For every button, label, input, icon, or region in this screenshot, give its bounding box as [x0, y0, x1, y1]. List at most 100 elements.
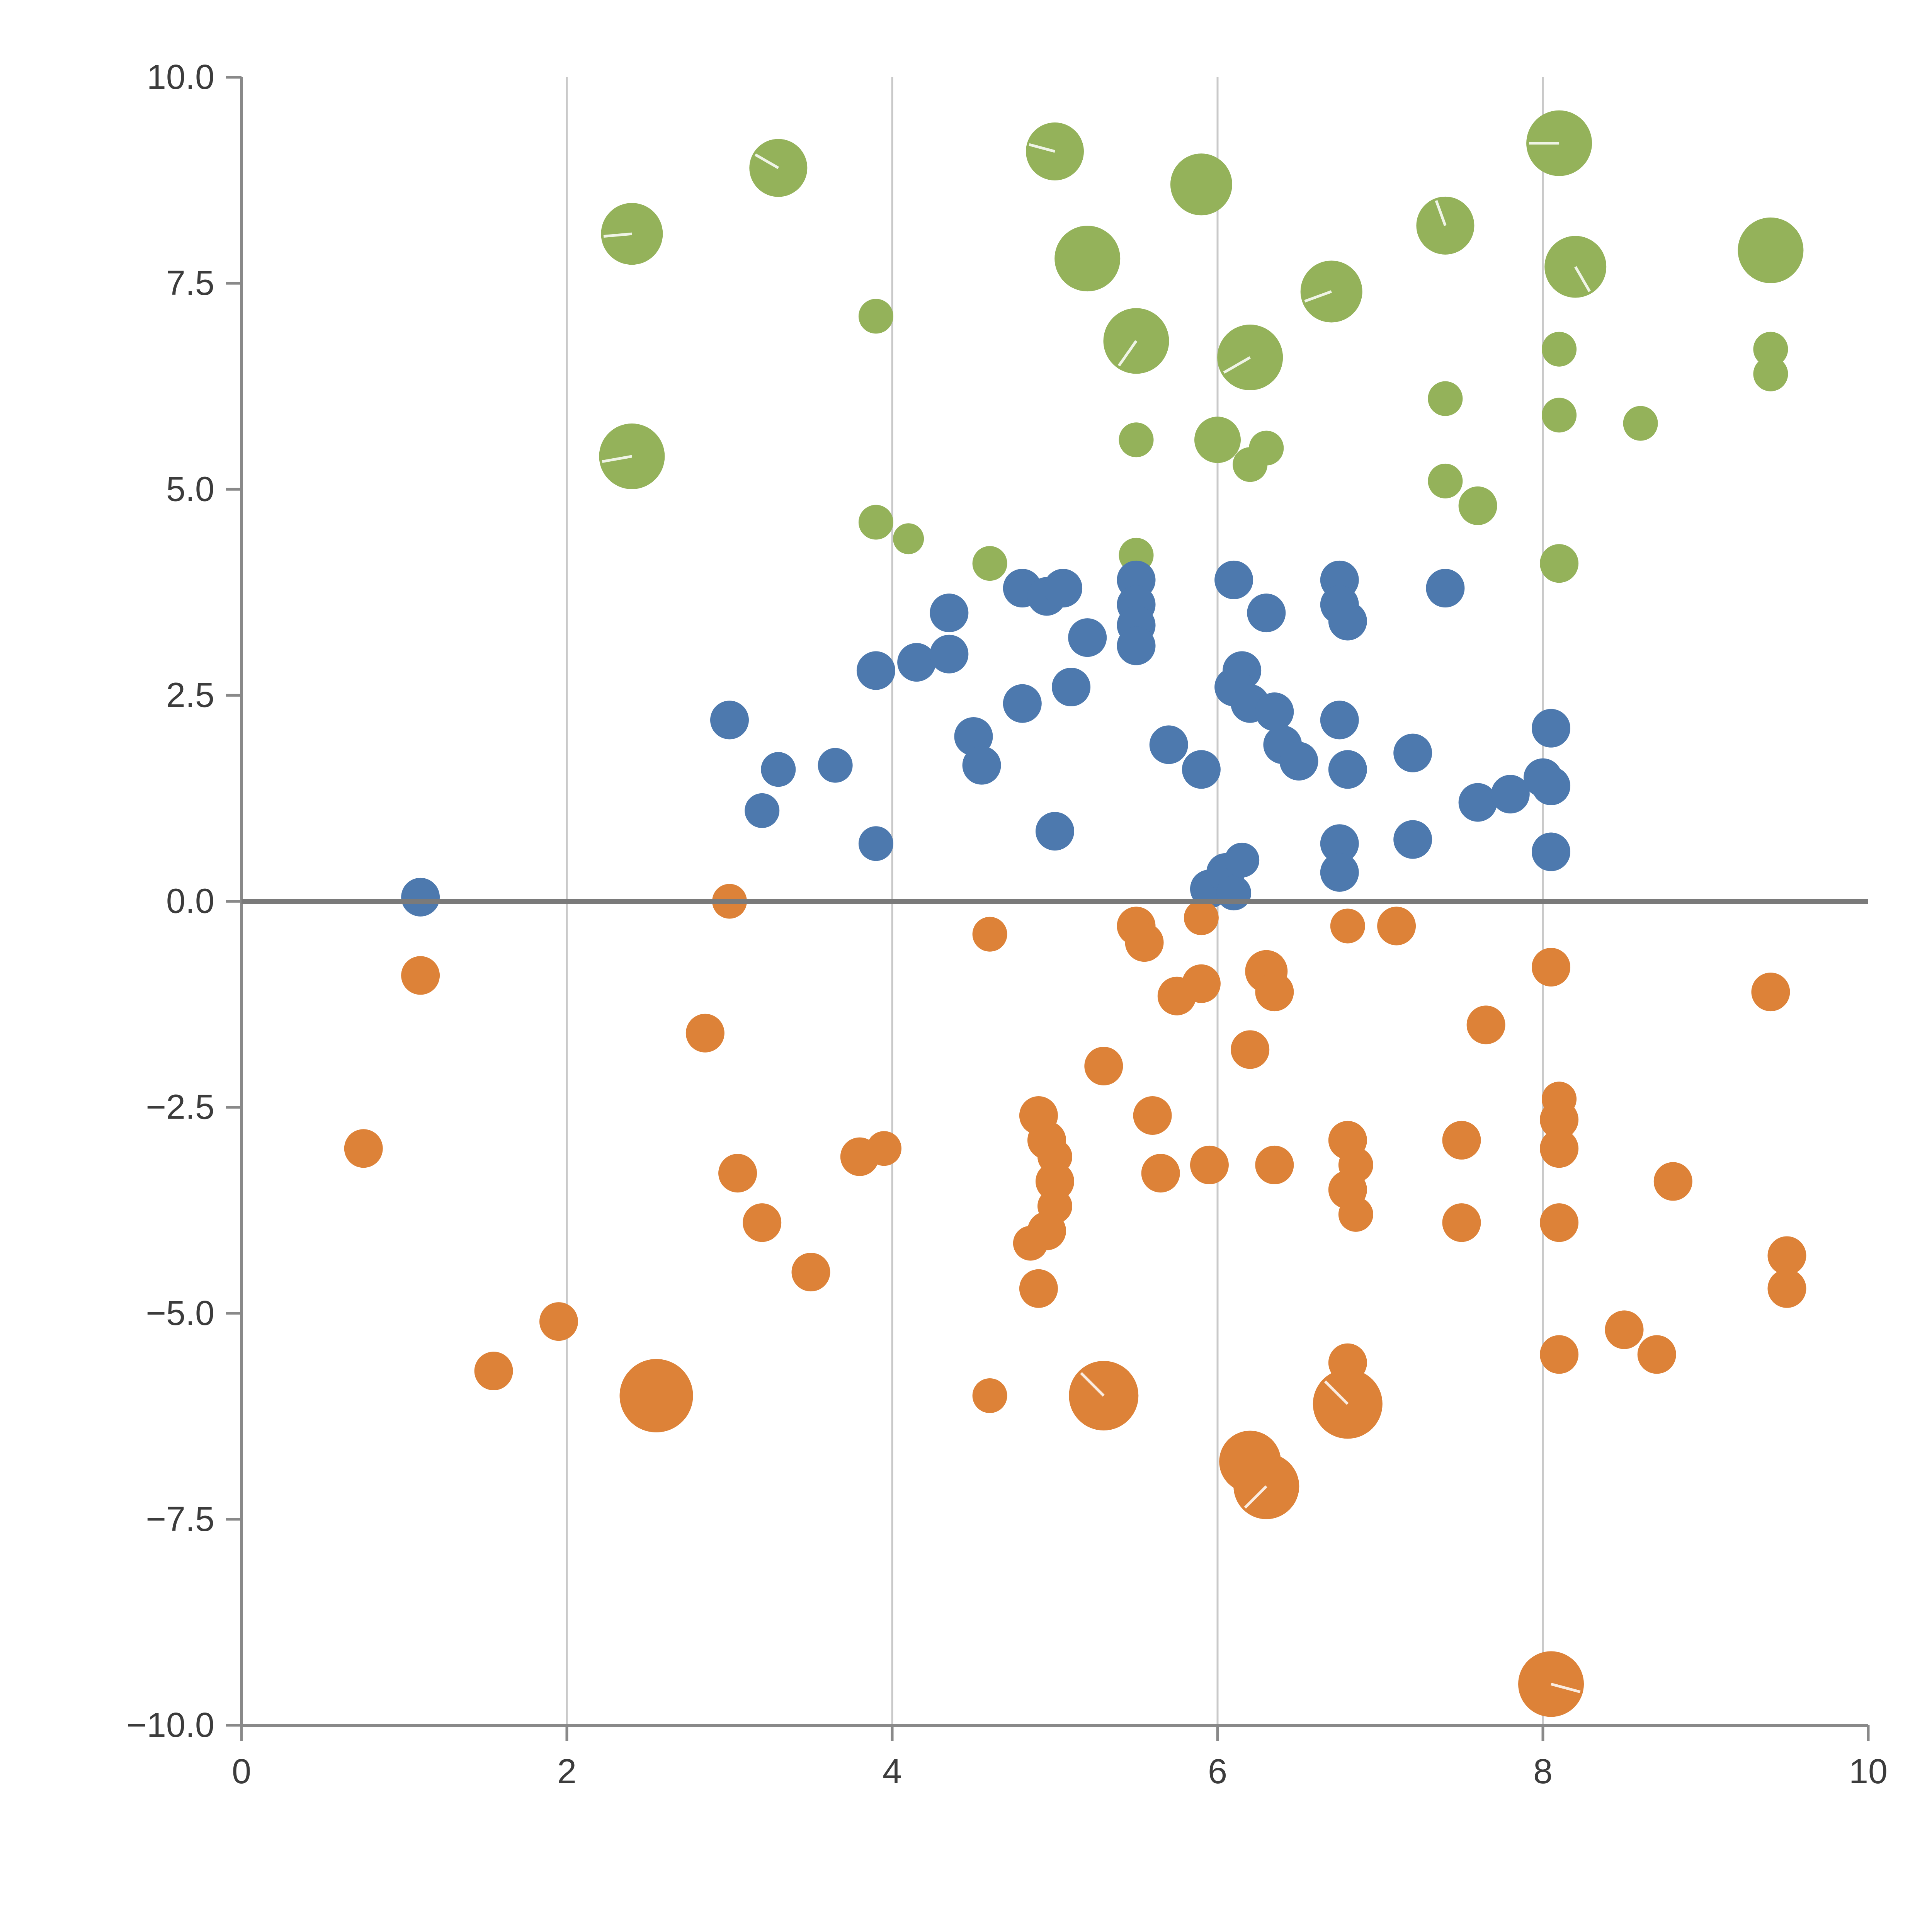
- bubble-green: [1623, 406, 1658, 441]
- bubble-green: [972, 546, 1007, 581]
- bubble-blue: [1328, 602, 1367, 641]
- bubble-blue: [962, 746, 1001, 785]
- bubble-green: [1119, 422, 1154, 457]
- bubble-blue: [1068, 618, 1107, 657]
- bubble-blue: [1426, 569, 1465, 608]
- bubble-blue: [1279, 742, 1318, 781]
- bubble-blue: [1036, 812, 1074, 851]
- bubble-blue: [858, 826, 893, 861]
- bubble-blue: [897, 643, 936, 682]
- bubble-orange: [1518, 1651, 1584, 1717]
- y-tick-label: −10.0: [126, 1706, 214, 1745]
- bubble-orange: [1653, 1162, 1692, 1201]
- x-tick-label: 6: [1208, 1752, 1227, 1791]
- y-tick-label: −5.0: [146, 1294, 214, 1333]
- bubble-highlight: [1080, 1372, 1105, 1397]
- bubble-green: [1170, 153, 1232, 216]
- bubble-orange: [1231, 1030, 1270, 1069]
- bubble-green: [1194, 417, 1241, 463]
- bubble-blue: [1225, 842, 1260, 878]
- bubble-blue: [1532, 709, 1571, 748]
- bubble-orange: [972, 917, 1007, 952]
- bubble-orange: [1532, 948, 1571, 987]
- bubble-blue: [930, 594, 969, 633]
- bubble-highlight: [603, 232, 632, 238]
- bubble-orange: [1255, 1145, 1294, 1184]
- y-tick-label: −7.5: [146, 1500, 214, 1539]
- bubble-orange: [1442, 1203, 1481, 1242]
- bubble-highlight: [1223, 356, 1251, 374]
- y-tick-label: 10.0: [147, 58, 214, 97]
- bubble-blue: [745, 793, 780, 828]
- bubble-blue: [930, 634, 969, 673]
- bubble-blue: [1491, 775, 1530, 814]
- bubble-blue: [1458, 783, 1497, 822]
- bubble-blue: [1003, 684, 1042, 723]
- bubble-blue: [1393, 820, 1432, 859]
- bubble-green: [1753, 332, 1788, 367]
- bubble-highlight: [754, 153, 779, 169]
- bubble-highlight: [1324, 1380, 1349, 1405]
- bubble-blue: [1532, 832, 1571, 871]
- bubble-green: [1542, 398, 1577, 433]
- bubble-orange: [866, 1131, 901, 1166]
- bubble-orange: [1637, 1335, 1676, 1374]
- y-tick-label: 7.5: [166, 264, 214, 303]
- bubble-orange: [1466, 1005, 1505, 1044]
- bubble-green: [858, 299, 893, 334]
- y-tick-label: −2.5: [146, 1088, 214, 1127]
- y-tick-label: 2.5: [166, 676, 214, 714]
- bubble-orange: [1255, 973, 1294, 1012]
- bubble-orange: [1751, 973, 1790, 1012]
- bubble-orange: [1184, 900, 1219, 935]
- bubble-orange: [1338, 1197, 1373, 1232]
- bubble-orange: [1442, 1121, 1481, 1160]
- bubble-highlight: [602, 455, 633, 463]
- bubble-green: [1428, 381, 1463, 416]
- bubble-orange: [1540, 1129, 1579, 1168]
- bubble-green: [1542, 332, 1577, 367]
- bubble-orange: [1767, 1269, 1806, 1308]
- bubble-highlight: [1435, 200, 1447, 226]
- bubble-blue: [1393, 733, 1432, 772]
- bubble-orange: [685, 1014, 724, 1053]
- bubble-blue: [1149, 725, 1188, 764]
- bubble-highlight: [1574, 266, 1591, 292]
- bubble-blue: [1216, 876, 1252, 911]
- bubble-orange: [1013, 1226, 1048, 1261]
- bubble-green: [1233, 447, 1268, 482]
- bubble-highlight: [1029, 143, 1055, 153]
- bubble-orange: [1133, 1096, 1172, 1135]
- bubble-blue: [1320, 824, 1359, 863]
- bubble-blue: [401, 878, 440, 917]
- bubble-blue: [1182, 750, 1221, 789]
- bubble-orange: [1767, 1236, 1806, 1275]
- bubble-orange: [1141, 1154, 1180, 1193]
- bubble-orange: [401, 956, 440, 995]
- bubble-orange: [1540, 1203, 1579, 1242]
- bubble-green: [858, 505, 893, 540]
- bubble-blue: [1247, 594, 1286, 633]
- bubble-orange: [1019, 1269, 1058, 1308]
- x-tick-label: 8: [1533, 1752, 1553, 1791]
- bubble-blue: [1255, 692, 1294, 731]
- x-tick-label: 2: [557, 1752, 577, 1791]
- bubble-orange: [1540, 1100, 1579, 1139]
- bubble-orange: [791, 1253, 830, 1292]
- x-tick-label: 0: [232, 1752, 251, 1791]
- bubble-orange: [344, 1129, 383, 1168]
- bubble-orange: [1182, 964, 1221, 1003]
- bubble-green: [1738, 217, 1804, 283]
- bubble-orange: [1377, 906, 1416, 946]
- y-tick-label: 5.0: [166, 470, 214, 509]
- bubble-orange: [1605, 1310, 1644, 1349]
- bubble-blue: [1320, 701, 1359, 740]
- bubble-blue: [1532, 766, 1571, 805]
- bubble-orange: [619, 1359, 693, 1432]
- bubble-orange: [972, 1378, 1007, 1413]
- x-tick-label: 4: [883, 1752, 902, 1791]
- bubble-orange: [718, 1154, 757, 1193]
- bubble-blue: [1052, 668, 1091, 707]
- bubble-highlight: [1304, 290, 1332, 303]
